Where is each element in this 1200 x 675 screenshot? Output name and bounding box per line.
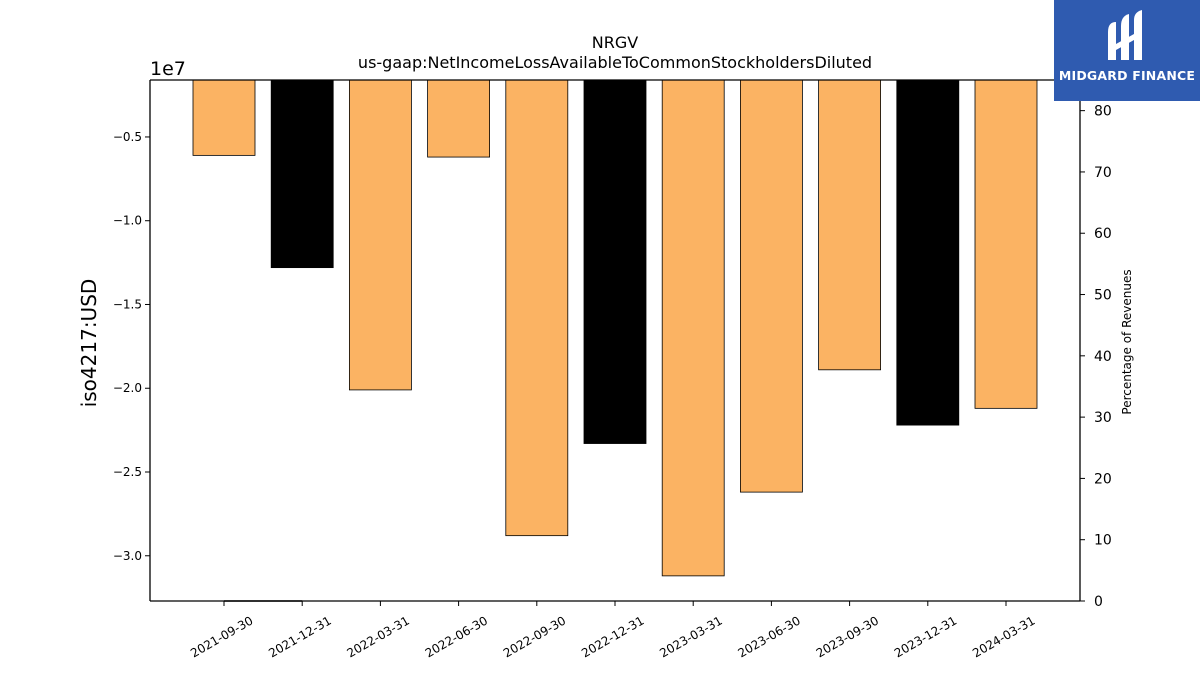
y2-tick-label: 40 xyxy=(1094,349,1112,365)
y-tick-label: −3.0 xyxy=(113,549,142,563)
y2-tick-label: 50 xyxy=(1094,288,1112,304)
bar xyxy=(896,79,960,426)
x-tick-label: 2023-06-30 xyxy=(735,613,802,660)
y-tick-label: −2.5 xyxy=(113,465,142,479)
bar xyxy=(348,79,412,391)
y-tick-label: −2.0 xyxy=(113,381,142,395)
y-axis-label: iso4217:USD xyxy=(77,279,101,408)
bar xyxy=(270,79,334,269)
bar xyxy=(974,79,1038,409)
y2-axis-label: Percentage of Revenues xyxy=(1120,269,1134,414)
bar xyxy=(661,79,725,577)
x-tick-label: 2022-12-31 xyxy=(579,613,646,660)
bar xyxy=(192,79,256,156)
y2-tick-label: 60 xyxy=(1094,226,1112,242)
y2-tick-label: 70 xyxy=(1094,165,1112,181)
x-tick-label: 2022-06-30 xyxy=(423,613,490,660)
chart-title: NRGV xyxy=(592,33,638,52)
bar xyxy=(505,79,569,537)
midgard-logo-icon xyxy=(1108,10,1142,60)
bars-group xyxy=(192,79,1038,577)
x-tick-label: 2022-03-31 xyxy=(344,613,411,660)
y2-tick-label: 30 xyxy=(1094,410,1112,426)
bar xyxy=(818,79,881,371)
y2-tick-label: 80 xyxy=(1094,104,1112,120)
y2-tick-label: 10 xyxy=(1094,533,1112,549)
chart-subtitle: us-gaap:NetIncomeLossAvailableToCommonSt… xyxy=(358,53,872,72)
y-tick-label: −0.5 xyxy=(113,130,142,144)
x-tick-label: 2024-03-31 xyxy=(970,613,1037,660)
x-tick-label: 2023-12-31 xyxy=(892,613,959,660)
x-ticks-group: 2021-09-30 2021-12-31 2022-03-31 2022-06-30… xyxy=(188,601,1038,660)
y-offset-label: 1e7 xyxy=(150,58,186,80)
y-ticks-group: −0.5 −1.0 −1.5 −2.0 −2.5 −3.0 xyxy=(113,130,150,563)
y-tick-label: −1.0 xyxy=(113,214,142,228)
bar xyxy=(427,79,491,158)
brand-logo-text: MIDGARD FINANCE xyxy=(1058,68,1196,83)
y2-ticks-group: 0 10 20 30 40 50 60 70 80 xyxy=(1080,104,1112,610)
x-tick-label: 2021-12-31 xyxy=(266,613,333,660)
x-tick-label: 2023-09-30 xyxy=(814,613,881,660)
y-tick-label: −1.5 xyxy=(113,297,142,311)
brand-logo: MIDGARD FINANCE xyxy=(1054,0,1200,101)
bar xyxy=(583,79,647,444)
x-tick-label: 2022-09-30 xyxy=(501,613,568,660)
bar xyxy=(740,79,803,493)
x-tick-label: 2023-03-31 xyxy=(657,613,724,660)
y2-tick-label: 20 xyxy=(1094,471,1112,487)
x-tick-label: 2021-09-30 xyxy=(188,613,255,660)
y2-tick-label: 0 xyxy=(1094,594,1103,610)
